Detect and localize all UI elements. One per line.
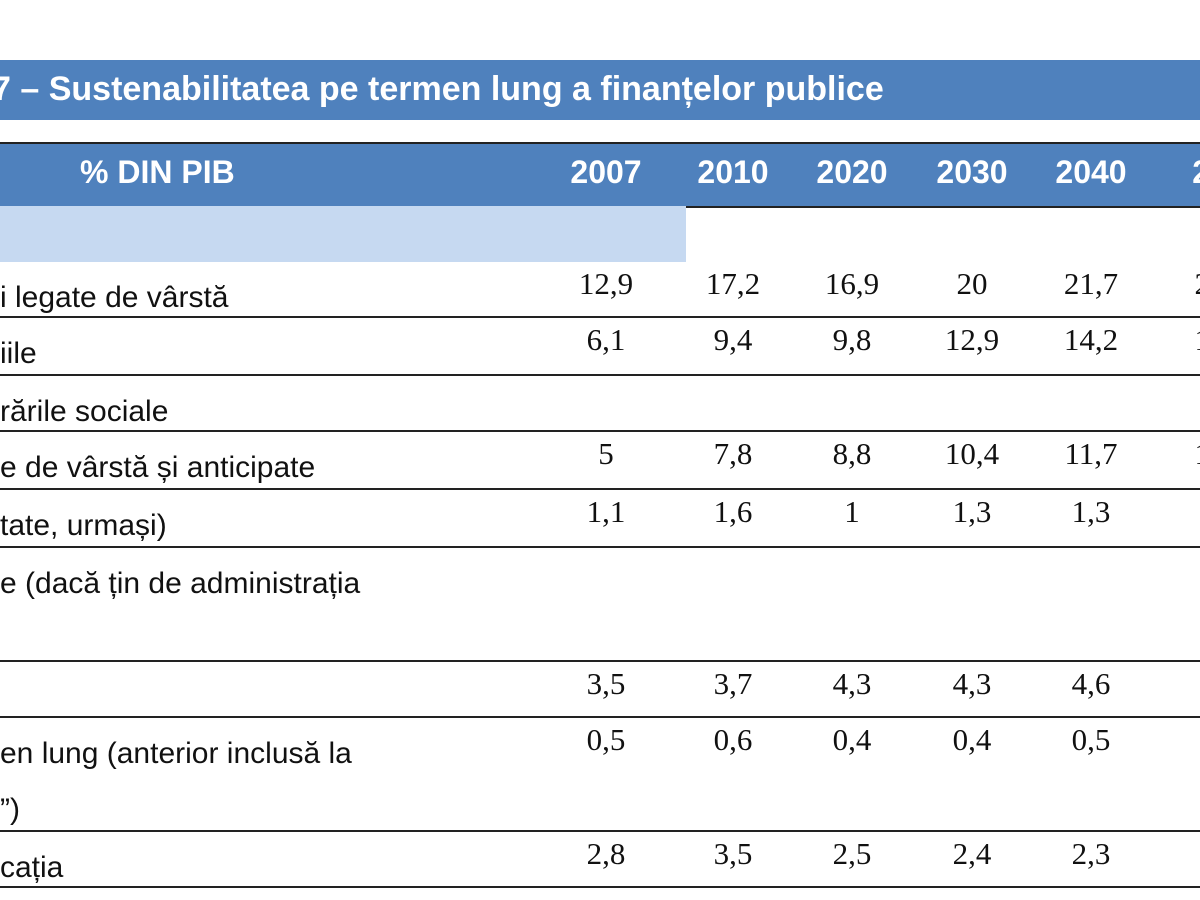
row-label-continued: ”) <box>0 793 20 826</box>
section-shaded-cell <box>0 206 686 262</box>
row-value: 1 <box>1150 494 1200 530</box>
row-value: 4,3 <box>952 666 992 701</box>
row-value: 2,8 <box>586 836 626 871</box>
row-label: rările sociale <box>0 395 169 428</box>
table-row: i legate de vârstă 12,9 17,2 16,9 20 21,7 22 <box>0 262 1200 318</box>
table-header-row: % DIN PIB 2007 2010 2020 2030 2040 20 <box>0 142 1200 208</box>
row-value: 3,5 <box>586 666 626 701</box>
row-label: i legate de vârstă <box>0 281 229 314</box>
row-value: 6,1 <box>586 322 626 357</box>
row-value: 17,2 <box>705 266 761 301</box>
row-value: 1 <box>844 494 860 529</box>
row-value: 1,3 <box>952 494 992 529</box>
row-label: tate, urmași) <box>0 509 167 542</box>
row-value: 12 <box>1150 436 1200 472</box>
row-value: 21,7 <box>1063 266 1119 301</box>
header-year: 2040 <box>1055 154 1127 190</box>
header-label: % DIN PIB <box>80 154 235 190</box>
row-value: 2 <box>1150 836 1200 872</box>
row-label: e de vârstă și anticipate <box>0 451 316 484</box>
row-value: 4,6 <box>1071 666 1111 701</box>
row-value: 1,6 <box>713 494 753 529</box>
header-year: 20 <box>1150 154 1200 191</box>
row-value: 12,9 <box>944 322 1000 357</box>
table-row: tate, urmași) 1,1 1,6 1 1,3 1,3 1 <box>0 490 1200 548</box>
row-label: cația <box>0 851 64 884</box>
row-value: 2,3 <box>1071 836 1111 871</box>
row-value: 10,4 <box>944 436 1000 471</box>
row-value: 3,5 <box>713 836 753 871</box>
table-row: en lung (anterior inclusă la ”) 0,5 0,6 0,4 0… <box>0 718 1200 832</box>
row-value: 4,3 <box>832 666 872 701</box>
header-year: 2030 <box>936 154 1008 190</box>
table-title: 7 – Sustenabilitatea pe termen lung a fi… <box>0 70 884 108</box>
header-year: 2007 <box>570 154 642 190</box>
row-value: 1,3 <box>1071 494 1111 529</box>
header-year: 2020 <box>816 154 888 190</box>
row-value: 3,7 <box>713 666 753 701</box>
row-value: 2,5 <box>832 836 872 871</box>
row-value: 9,4 <box>713 322 753 357</box>
row-value: 7,8 <box>713 436 753 471</box>
row-value: 1,1 <box>586 494 626 529</box>
row-value: 0 <box>1150 722 1200 758</box>
row-value: 2,4 <box>952 836 992 871</box>
table-row: iile 6,1 9,4 9,8 12,9 14,2 14 <box>0 318 1200 376</box>
row-value: 0,4 <box>952 722 992 757</box>
table-row: e de vârstă și anticipate 5 7,8 8,8 10,4 11,7… <box>0 432 1200 490</box>
row-value: 0,5 <box>586 722 626 757</box>
row-value: 11,7 <box>1064 436 1118 471</box>
row-value: 22 <box>1150 266 1200 302</box>
table-title-bar: 7 – Sustenabilitatea pe termen lung a fi… <box>0 60 1200 120</box>
table-row: e (dacă țin de administrația <box>0 548 1200 662</box>
row-value: 4 <box>1150 666 1200 702</box>
row-value: 0,4 <box>832 722 872 757</box>
table-row: 3,5 3,7 4,3 4,3 4,6 4 <box>0 662 1200 718</box>
row-value: 14 <box>1150 322 1200 358</box>
row-value: 9,8 <box>832 322 872 357</box>
row-value: 14,2 <box>1063 322 1119 357</box>
row-value: 8,8 <box>832 436 872 471</box>
row-value: 0,6 <box>713 722 753 757</box>
row-value: 20 <box>956 266 988 301</box>
header-year: 2010 <box>697 154 769 190</box>
table-row: cația 2,8 3,5 2,5 2,4 2,3 2 <box>0 832 1200 888</box>
row-label: e (dacă țin de administrația <box>0 567 361 600</box>
row-value: 12,9 <box>578 266 634 301</box>
row-value: 5 <box>598 436 614 471</box>
row-label: en lung (anterior inclusă la <box>0 737 352 770</box>
row-label: iile <box>0 337 37 370</box>
row-value: 16,9 <box>824 266 880 301</box>
row-value: 0,5 <box>1071 722 1111 757</box>
table-row: rările sociale <box>0 376 1200 432</box>
